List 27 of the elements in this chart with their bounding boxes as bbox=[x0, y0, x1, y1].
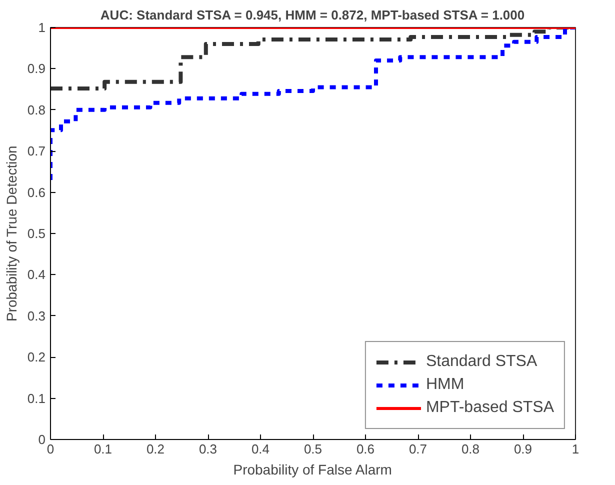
legend-label: Standard STSA bbox=[426, 353, 538, 371]
y-tick-label: 1 bbox=[38, 20, 46, 35]
legend-label: HMM bbox=[426, 376, 464, 394]
y-tick-label: 0.5 bbox=[27, 226, 46, 241]
y-tick-label: 0.7 bbox=[27, 144, 46, 159]
y-tick-label: 0.8 bbox=[27, 102, 46, 118]
x-tick-label: 0.9 bbox=[514, 442, 532, 456]
y-axis-title: Probability of True Detection bbox=[3, 146, 20, 322]
x-axis-title: Probability of False Alarm bbox=[233, 462, 392, 478]
y-tick-label: 0.3 bbox=[27, 308, 46, 324]
y-tick-label: 0.9 bbox=[27, 61, 46, 76]
x-tick-label: 0.3 bbox=[198, 442, 218, 456]
x-tick-label: 0.5 bbox=[304, 442, 322, 456]
x-tick-label: 0.4 bbox=[251, 442, 270, 456]
y-tick-label: 0 bbox=[38, 432, 46, 447]
y-tick-label: 0.1 bbox=[27, 390, 46, 406]
y-tick-label: 0.6 bbox=[27, 184, 46, 200]
legend-label: MPT-based STSA bbox=[426, 399, 554, 417]
x-tick-label: 0.2 bbox=[146, 442, 165, 456]
x-tick-label: 1 bbox=[572, 442, 580, 456]
y-tick-label: 0.2 bbox=[27, 350, 46, 365]
x-tick-label: 0.1 bbox=[94, 442, 112, 456]
x-tick-label: 0.6 bbox=[356, 442, 375, 456]
x-tick-label: 0.8 bbox=[461, 442, 480, 456]
chart-title: AUC: Standard STSA = 0.945, HMM = 0.872, MPT-based STSA = 1.000 bbox=[100, 8, 525, 22]
x-tick-label: 0.7 bbox=[408, 442, 428, 456]
y-tick-label: 0.4 bbox=[27, 267, 46, 282]
